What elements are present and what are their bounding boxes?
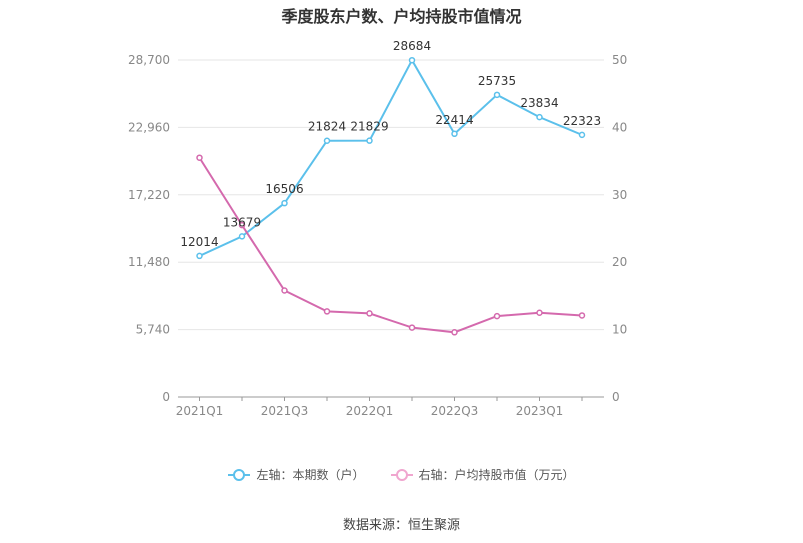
data-label: 13679 <box>223 215 261 229</box>
left-tick-label: 0 <box>162 390 170 404</box>
legend-swatch-households <box>228 468 251 482</box>
point-market-value <box>238 221 246 229</box>
x-tick-label: 2021Q1 <box>176 404 224 418</box>
point-households <box>451 130 458 138</box>
x-tick-label: 2022Q3 <box>431 404 479 418</box>
data-label: 21829 <box>350 120 388 134</box>
point-households <box>323 137 331 144</box>
point-market-value <box>578 312 586 319</box>
data-label: 28684 <box>393 39 431 53</box>
point-market-value <box>281 287 288 294</box>
legend-swatch-market-value <box>390 468 413 482</box>
chart-title: 季度股东户数、户均持股市值情况 <box>281 7 522 26</box>
point-households <box>196 252 203 260</box>
data-label: 12014 <box>180 235 218 249</box>
data-labels: 12014 13679 16506 21824 21829 28684 22414 25735… <box>180 39 601 249</box>
point-households <box>366 137 373 144</box>
point-market-value <box>451 329 458 336</box>
x-axis: 2021Q1 2021Q3 2022Q1 2022Q3 2023Q1 <box>176 396 604 418</box>
point-market-value <box>323 308 331 315</box>
point-households <box>536 113 543 121</box>
x-tick-label: 2021Q3 <box>261 404 309 418</box>
legend: 左轴：本期数（户） 右轴：户均持股市值（万元） <box>0 466 803 483</box>
legend-label-market-value: 右轴：户均持股市值（万元） <box>418 468 575 482</box>
point-households <box>281 199 288 207</box>
series-line-market-value <box>198 157 583 334</box>
point-households <box>408 56 416 64</box>
data-label: 21824 <box>308 120 346 134</box>
right-tick-label: 10 <box>612 323 627 337</box>
point-market-value <box>366 310 373 317</box>
point-market-value <box>493 312 501 320</box>
left-tick-label: 17,220 <box>128 188 170 202</box>
series-line-households <box>199 58 583 257</box>
right-axis: 0 10 20 30 40 50 <box>612 53 627 404</box>
legend-item-market-value[interactable]: 右轴：户均持股市值（万元） <box>390 466 575 483</box>
legend-item-households[interactable]: 左轴：本期数（户） <box>228 466 365 483</box>
left-tick-label: 5,740 <box>136 323 170 337</box>
x-tick-label: 2023Q1 <box>516 404 564 418</box>
point-households <box>578 131 586 139</box>
data-source: 数据来源：恒生聚源 <box>342 518 460 533</box>
left-tick-label: 22,960 <box>128 120 170 134</box>
data-label: 22323 <box>563 114 601 128</box>
point-market-value <box>408 324 416 331</box>
point-households <box>238 233 246 240</box>
right-tick-label: 30 <box>612 188 627 202</box>
right-tick-label: 50 <box>612 53 627 67</box>
point-households <box>493 91 501 99</box>
data-label: 23834 <box>520 96 558 110</box>
left-axis: 0 5,740 11,480 17,220 22,960 28,700 <box>128 53 170 404</box>
point-market-value <box>196 154 203 161</box>
right-tick-label: 40 <box>612 120 627 134</box>
data-label: 16506 <box>265 182 303 196</box>
grid-lines <box>178 59 604 331</box>
right-tick-label: 0 <box>612 390 620 404</box>
series-layer <box>196 56 586 336</box>
point-market-value <box>536 309 543 316</box>
data-label: 22414 <box>435 113 473 127</box>
x-tick-label: 2022Q1 <box>346 404 394 418</box>
legend-label-households: 左轴：本期数（户） <box>256 468 365 482</box>
left-tick-label: 28,700 <box>128 53 170 67</box>
right-tick-label: 20 <box>612 255 627 269</box>
left-tick-label: 11,480 <box>128 255 170 269</box>
data-label: 25735 <box>478 74 516 88</box>
